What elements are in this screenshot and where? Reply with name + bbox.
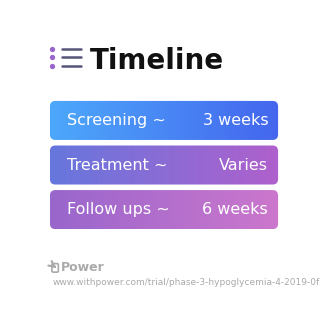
Text: Screening ~: Screening ~ (67, 113, 166, 128)
Text: Follow ups ~: Follow ups ~ (67, 202, 170, 217)
Text: Timeline: Timeline (90, 47, 224, 75)
Text: 6 weeks: 6 weeks (203, 202, 268, 217)
Text: Treatment ~: Treatment ~ (67, 158, 168, 173)
Text: 3 weeks: 3 weeks (203, 113, 268, 128)
Text: www.withpower.com/trial/phase-3-hypoglycemia-4-2019-0f526: www.withpower.com/trial/phase-3-hypoglyc… (52, 279, 320, 287)
Text: Power: Power (60, 261, 104, 274)
Text: Varies: Varies (219, 158, 268, 173)
